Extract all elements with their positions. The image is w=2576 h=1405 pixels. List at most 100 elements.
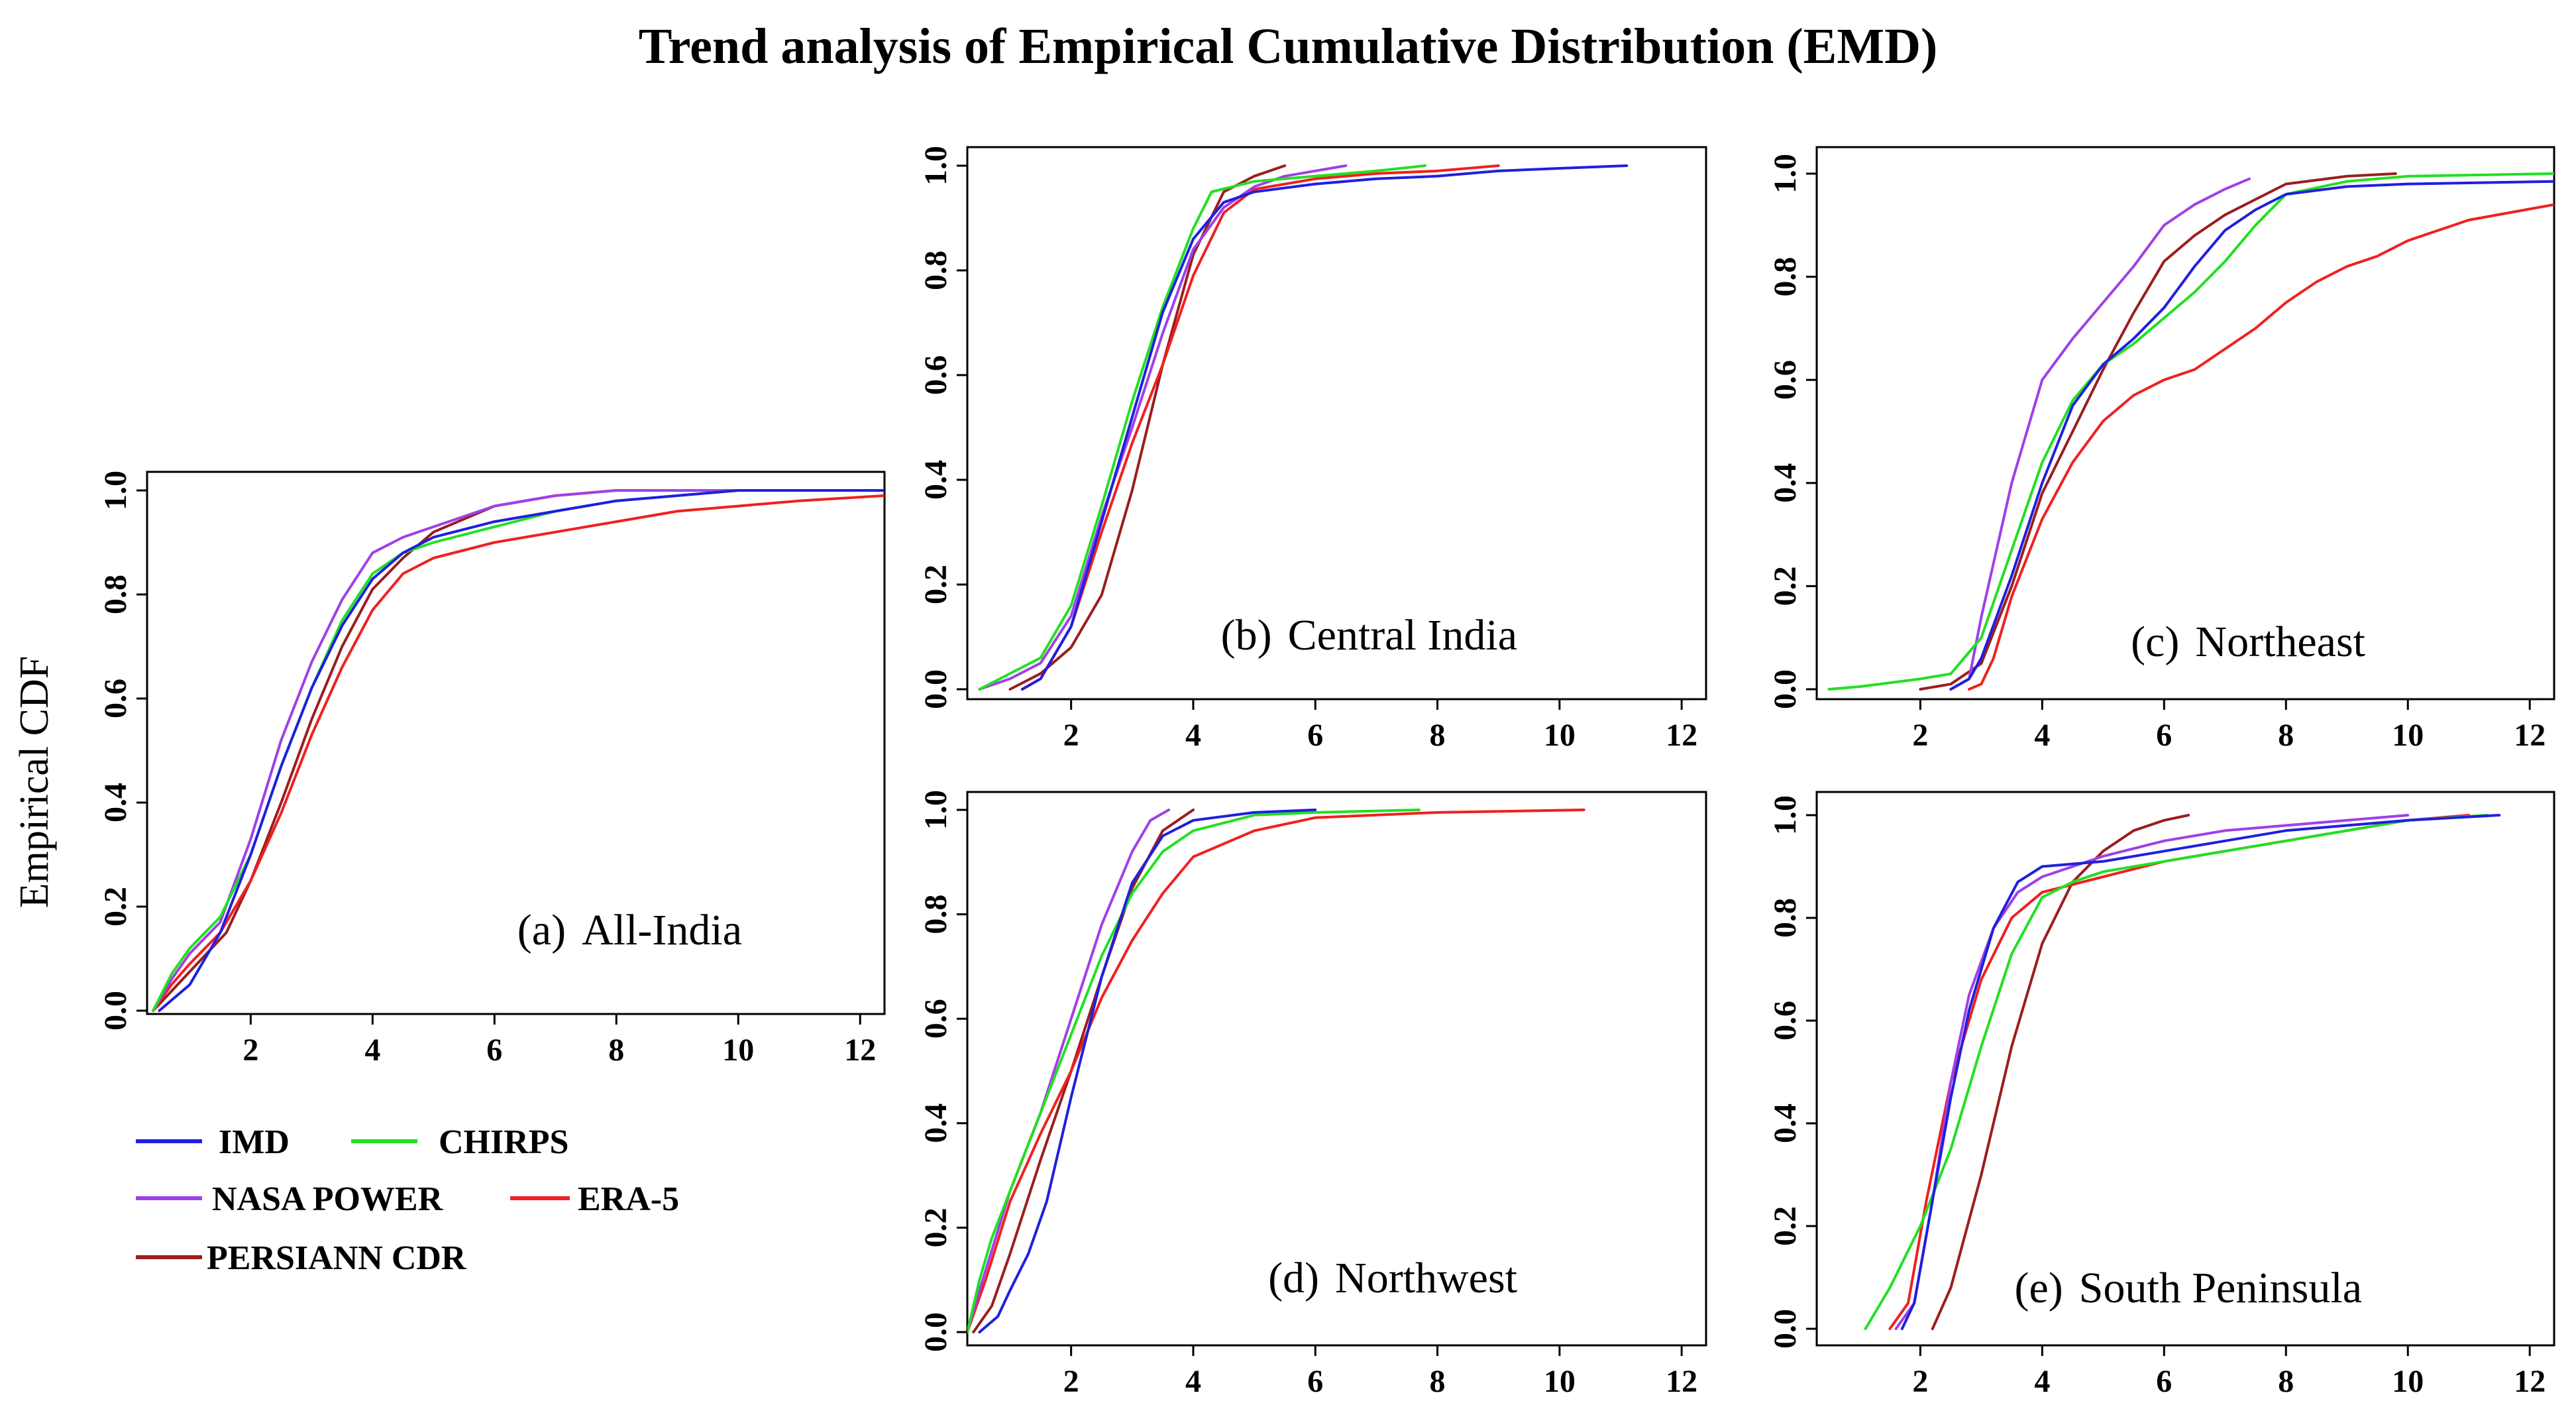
- panel-label-a: (a) All-India: [517, 906, 742, 954]
- y-tick-label: 0.8: [918, 251, 953, 290]
- y-tick-label: 0.4: [1768, 1103, 1803, 1143]
- legend-label-imd: IMD: [219, 1123, 290, 1161]
- series-line-imd: [1900, 814, 2501, 1330]
- y-tick-label: 0.4: [918, 460, 953, 500]
- panel-label-name: South Peninsula: [2079, 1264, 2362, 1312]
- x-tick-label: 6: [1307, 718, 1323, 753]
- x-tick-label: 4: [2034, 718, 2050, 753]
- y-tick-label: 0.2: [918, 565, 953, 604]
- x-tick-label: 4: [2034, 1364, 2050, 1399]
- x-tick-label: 2: [1912, 718, 1928, 753]
- y-tick-label: 1.0: [1768, 154, 1803, 194]
- x-tick-label: 10: [2392, 718, 2424, 753]
- y-tick-label: 1.0: [918, 790, 953, 830]
- y-tick-label: 0.2: [98, 887, 133, 927]
- legend-entry-nasa-power: NASA POWER: [136, 1180, 444, 1218]
- series-line-era5: [152, 494, 885, 1012]
- y-tick-label: 0.6: [918, 999, 953, 1039]
- x-tick-label: 12: [1666, 1364, 1697, 1399]
- panel-label-name: Northwest: [1335, 1254, 1517, 1302]
- y-tick-label: 0.8: [1768, 257, 1803, 297]
- legend: IMD CHIRPS NASA POWER ERA-5 PERSIANN CDR: [136, 1123, 679, 1277]
- y-tick-label: 0.8: [98, 575, 133, 614]
- x-tick-label: 2: [1912, 1364, 1928, 1399]
- panel-label-prefix: (e): [2015, 1264, 2063, 1312]
- x-tick-label: 2: [242, 1033, 258, 1068]
- panel-label-prefix: (c): [2131, 618, 2179, 666]
- y-tick-label: 0.2: [918, 1208, 953, 1247]
- series-line-nasa: [152, 489, 885, 1012]
- series-line-nasa: [978, 164, 1348, 691]
- x-tick-label: 2: [1063, 1364, 1079, 1399]
- legend-label-persiann-cdr: PERSIANN CDR: [207, 1239, 467, 1277]
- series-line-era5: [967, 809, 1585, 1333]
- panel-label-c: (c) Northeast: [2131, 618, 2365, 666]
- y-axis-label: Empirical CDF: [12, 656, 57, 909]
- x-tick-label: 8: [2278, 1364, 2294, 1399]
- y-tick-label: 0.6: [918, 355, 953, 395]
- series-line-nasa: [967, 809, 1171, 1333]
- panel-label-prefix: (d): [1268, 1254, 1319, 1302]
- y-tick-label: 0.0: [1768, 669, 1803, 709]
- plot-frame-b: [966, 146, 1707, 701]
- y-tick-label: 0.6: [98, 679, 133, 718]
- plot-frame-e: [1815, 791, 2555, 1347]
- x-tick-label: 6: [2156, 718, 2172, 753]
- series-line-era5: [1888, 814, 2471, 1330]
- y-tick-label: 0.2: [1768, 566, 1803, 606]
- series-line-imd: [1020, 164, 1629, 691]
- legend-label-era-5: ERA-5: [578, 1180, 679, 1218]
- series-line-imd: [978, 809, 1317, 1333]
- y-tick-label: 0.8: [918, 895, 953, 934]
- x-tick-label: 2: [1063, 718, 1079, 753]
- series-line-chirps: [978, 164, 1427, 691]
- panel-label-d: (d) Northwest: [1268, 1254, 1517, 1302]
- x-tick-label: 8: [2278, 718, 2294, 753]
- panel-b: 2 4 6 8 10 12 0.0 0.2 0.4 0.6 0.8 1.0 (b) Central Ind…: [918, 146, 1707, 753]
- x-tick-label: 8: [1430, 718, 1446, 753]
- y-tick-label: 0.2: [1768, 1206, 1803, 1246]
- y-tick-label: 1.0: [918, 146, 953, 186]
- y-tick-label: 1.0: [1768, 795, 1803, 835]
- x-tick-label: 6: [486, 1033, 502, 1068]
- y-tick-label: 1.0: [98, 471, 133, 510]
- plot-frame-c: [1815, 146, 2555, 701]
- series-line-persiann: [972, 809, 1195, 1333]
- x-tick-label: 12: [2514, 1364, 2546, 1399]
- series-line-era5: [1968, 203, 2554, 691]
- x-tick-label: 4: [1185, 718, 1201, 753]
- panel-label-e: (e) South Peninsula: [2015, 1264, 2362, 1312]
- y-tick-label: 0.4: [918, 1103, 953, 1143]
- x-tick-label: 10: [722, 1033, 754, 1068]
- y-tick-label: 0.0: [918, 1312, 953, 1352]
- panel-label-b: (b) Central India: [1221, 611, 1517, 659]
- x-tick-label: 4: [1185, 1364, 1201, 1399]
- legend-entry-chirps: CHIRPS: [351, 1123, 568, 1161]
- panel-a: 2 4 6 8 10 12 0.0 0.2 0.4 0.6 0.8 1.0 (a) All-India: [98, 471, 886, 1068]
- x-tick-label: 8: [1430, 1364, 1446, 1399]
- series-line-chirps: [1827, 172, 2554, 691]
- y-tick-label: 0.0: [98, 991, 133, 1031]
- x-tick-label: 12: [1666, 718, 1697, 753]
- legend-entry-era-5: ERA-5: [510, 1180, 679, 1218]
- series-line-imd: [1949, 180, 2554, 691]
- panel-c: 2 4 6 8 10 12 0.0 0.2 0.4 0.6 0.8 1.0 (c) Northeast: [1768, 146, 2555, 753]
- legend-label-nasa-power: NASA POWER: [212, 1180, 444, 1218]
- plot-frame-a: [146, 471, 886, 1015]
- y-tick-label: 0.8: [1768, 898, 1803, 938]
- x-tick-label: 10: [1544, 1364, 1576, 1399]
- panel-label-name: All-India: [582, 906, 742, 954]
- x-tick-label: 8: [608, 1033, 624, 1068]
- series-line-chirps: [1864, 814, 2489, 1330]
- panel-label-name: Central India: [1288, 611, 1517, 659]
- x-tick-label: 6: [1307, 1364, 1323, 1399]
- legend-label-chirps: CHIRPS: [439, 1123, 568, 1161]
- legend-entry-imd: IMD: [136, 1123, 290, 1161]
- series-line-imd: [158, 489, 885, 1012]
- figure-title: Trend analysis of Empirical Cumulative D…: [639, 19, 1938, 74]
- plot-frame-d: [966, 791, 1707, 1347]
- legend-entry-persiann-cdr: PERSIANN CDR: [136, 1239, 467, 1277]
- x-tick-label: 10: [2392, 1364, 2424, 1399]
- y-tick-label: 0.6: [1768, 360, 1803, 400]
